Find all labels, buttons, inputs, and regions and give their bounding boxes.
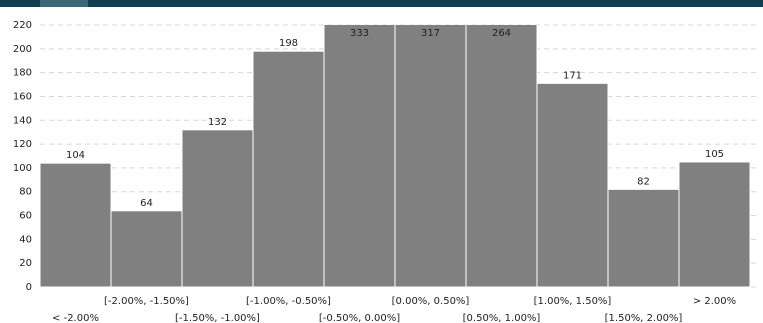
value-label: 64 (140, 198, 153, 209)
x-tick-label: > 2.00% (693, 296, 736, 307)
bar (110, 210, 183, 288)
bar (323, 25, 396, 288)
y-tick-label: 200 (13, 44, 32, 55)
y-tick-label: 20 (19, 258, 32, 269)
y-tick-label: 0 (26, 282, 32, 293)
value-label: 198 (279, 38, 298, 49)
y-tick-label: 40 (19, 234, 32, 245)
x-tick-label: [-1.00%, -0.50%] (246, 296, 331, 307)
bars (39, 25, 751, 288)
x-tick-label: [-2.00%, -1.50%] (104, 296, 189, 307)
x-tick-label: [0.50%, 1.00%] (463, 313, 541, 323)
bar (252, 50, 325, 288)
x-tick-label: [1.00%, 1.50%] (534, 296, 612, 307)
y-tick-label: 80 (19, 187, 32, 198)
bar (678, 161, 751, 288)
value-label: 264 (492, 28, 511, 39)
y-tick-label: 100 (13, 163, 32, 174)
value-label: 105 (705, 149, 724, 160)
x-tick-label: [1.50%, 2.00%] (605, 313, 683, 323)
x-tick-label: [-1.50%, -1.00%] (175, 313, 260, 323)
value-label: 82 (637, 176, 650, 187)
labels: 0 20 40 60 80 100 120 140 160 180 200 220 < -2.00% 10… (13, 20, 736, 323)
x-tick-label: [-0.50%, 0.00%] (319, 313, 400, 323)
value-label: 171 (563, 70, 582, 81)
y-tick-label: 220 (13, 20, 32, 31)
header-tab (40, 0, 88, 7)
y-tick-label: 120 (13, 139, 32, 150)
y-tick-label: 160 (13, 91, 32, 102)
value-label: 333 (350, 28, 369, 39)
bar (394, 25, 467, 288)
value-label: 132 (208, 117, 227, 128)
bar (536, 82, 609, 288)
x-tick-label: < -2.00% (52, 313, 99, 323)
y-tick-label: 60 (19, 211, 32, 222)
value-label: 317 (421, 28, 440, 39)
value-label: 104 (66, 150, 85, 161)
y-tick-label: 180 (13, 68, 32, 79)
bar (39, 162, 112, 288)
bar (607, 188, 680, 288)
bar (181, 129, 254, 288)
y-tick-label: 140 (13, 115, 32, 126)
bar (465, 25, 538, 288)
x-tick-label: [0.00%, 0.50%] (392, 296, 470, 307)
header-bar (0, 0, 763, 7)
